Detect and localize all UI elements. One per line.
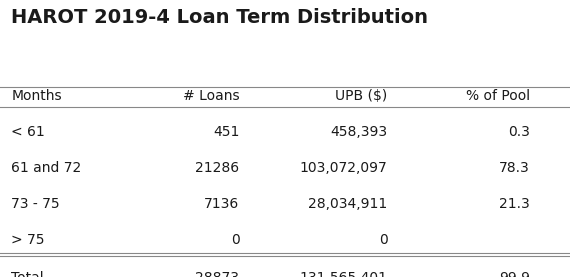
Text: 73 - 75: 73 - 75 (11, 197, 60, 211)
Text: 131,565,401: 131,565,401 (300, 271, 388, 277)
Text: 61 and 72: 61 and 72 (11, 161, 82, 175)
Text: % of Pool: % of Pool (466, 89, 530, 103)
Text: 28,034,911: 28,034,911 (308, 197, 388, 211)
Text: 0: 0 (379, 233, 388, 247)
Text: 458,393: 458,393 (331, 125, 388, 139)
Text: 78.3: 78.3 (499, 161, 530, 175)
Text: 99.9: 99.9 (499, 271, 530, 277)
Text: 0: 0 (231, 233, 239, 247)
Text: UPB ($): UPB ($) (335, 89, 388, 103)
Text: < 61: < 61 (11, 125, 45, 139)
Text: 7136: 7136 (204, 197, 239, 211)
Text: 103,072,097: 103,072,097 (300, 161, 388, 175)
Text: Total: Total (11, 271, 44, 277)
Text: 21.3: 21.3 (499, 197, 530, 211)
Text: Months: Months (11, 89, 62, 103)
Text: # Loans: # Loans (183, 89, 239, 103)
Text: > 75: > 75 (11, 233, 45, 247)
Text: 451: 451 (213, 125, 239, 139)
Text: 21286: 21286 (196, 161, 239, 175)
Text: 28873: 28873 (196, 271, 239, 277)
Text: HAROT 2019-4 Loan Term Distribution: HAROT 2019-4 Loan Term Distribution (11, 8, 429, 27)
Text: 0.3: 0.3 (508, 125, 530, 139)
